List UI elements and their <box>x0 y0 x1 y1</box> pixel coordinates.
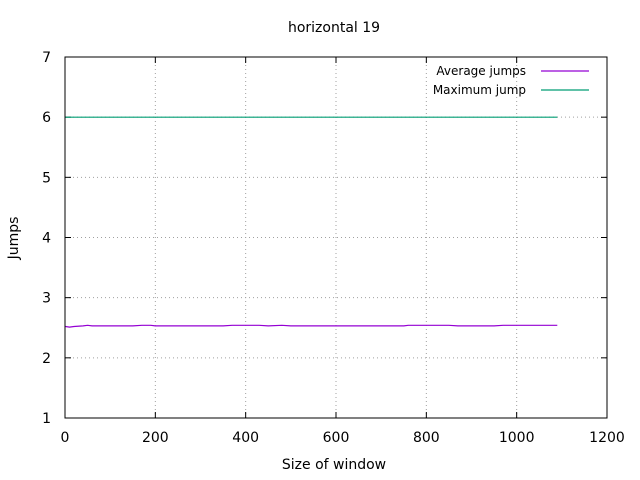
grid <box>65 57 607 418</box>
x-tick-label: 1200 <box>589 430 625 446</box>
legend-label: Maximum jump <box>433 83 526 97</box>
series-line-1 <box>65 324 558 328</box>
y-tick-label: 5 <box>42 170 51 186</box>
y-tick-label: 2 <box>42 351 51 367</box>
legend: Average jumps Maximum jump <box>433 64 589 97</box>
legend-label: Average jumps <box>436 64 526 78</box>
y-tick-label: 7 <box>42 50 51 66</box>
y-tick-label: 6 <box>42 110 51 126</box>
chart-title: horizontal 19 <box>288 20 380 36</box>
y-tick-label: 1 <box>42 411 51 427</box>
y-tick-label: 4 <box>42 231 51 247</box>
x-axis-label: Size of window <box>282 457 386 473</box>
series <box>65 116 558 328</box>
x-tick-label: 600 <box>323 430 350 446</box>
x-tick-label: 800 <box>413 430 440 446</box>
x-tick-label: 400 <box>232 430 259 446</box>
y-axis-label: Jumps <box>6 217 22 261</box>
x-tick-label: 0 <box>61 430 70 446</box>
y-tick-label: 3 <box>42 291 51 307</box>
axis-ticks: 0 200 400 600 800 1000 1200 1 2 3 4 5 6 7 <box>42 50 625 446</box>
x-tick-label: 200 <box>142 430 169 446</box>
x-tick-label: 1000 <box>499 430 535 446</box>
